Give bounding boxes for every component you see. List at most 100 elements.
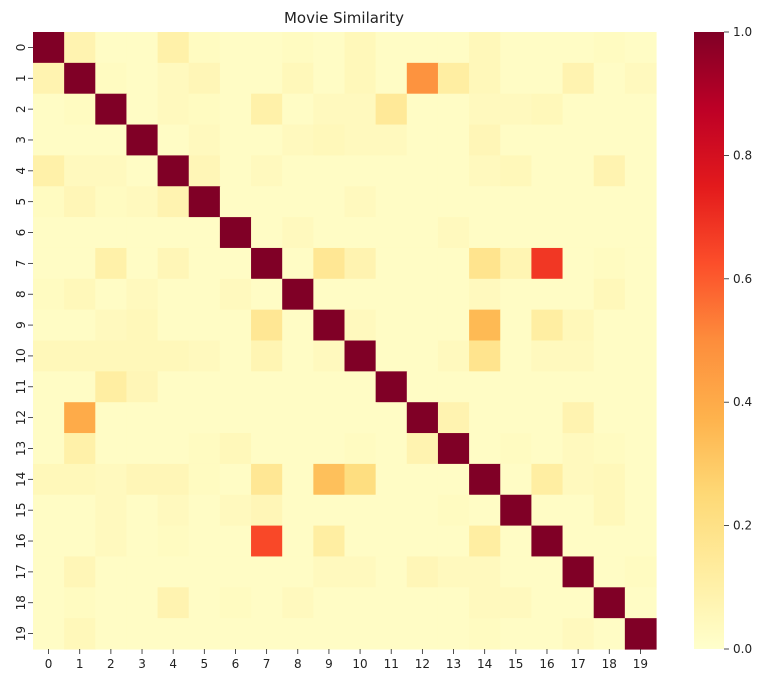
heatmap-cell xyxy=(126,556,159,588)
heatmap-cell xyxy=(251,340,283,372)
heatmap-cell xyxy=(531,62,564,95)
heatmap-cell xyxy=(344,247,377,280)
x-tick-label: 1 xyxy=(76,657,84,671)
heatmap-cell xyxy=(188,494,221,527)
heatmap-cell xyxy=(624,525,657,558)
heatmap-cell xyxy=(64,402,96,434)
heatmap-cell xyxy=(251,32,283,64)
heatmap-cell xyxy=(469,340,501,372)
y-tick-label: 1 xyxy=(14,74,28,82)
heatmap-cell xyxy=(188,217,221,249)
heatmap-cell xyxy=(95,124,128,156)
heatmap-cell xyxy=(593,371,626,403)
heatmap-cell xyxy=(282,186,314,218)
heatmap-cell xyxy=(126,278,159,311)
heatmap-cell xyxy=(157,309,190,342)
heatmap-cell xyxy=(624,433,657,465)
heatmap-cell xyxy=(593,618,626,650)
heatmap-cell xyxy=(437,217,470,249)
heatmap-cell xyxy=(562,247,595,280)
heatmap-cell xyxy=(95,463,128,496)
heatmap-cell xyxy=(219,32,252,64)
y-tick-label: 5 xyxy=(14,198,28,206)
heatmap-cell xyxy=(282,247,314,280)
heatmap-cell xyxy=(437,186,470,218)
heatmap-cell xyxy=(469,93,501,126)
heatmap-cell xyxy=(624,186,657,218)
heatmap-cell xyxy=(437,124,470,156)
heatmap-cell xyxy=(469,217,501,249)
heatmap-cell xyxy=(469,433,501,465)
heatmap-cell xyxy=(562,494,595,527)
heatmap-cell xyxy=(33,525,65,558)
heatmap-cell xyxy=(219,309,252,342)
heatmap-cell xyxy=(157,433,190,465)
y-tick-label: 9 xyxy=(14,321,28,329)
heatmap-cell xyxy=(624,155,657,187)
heatmap-cell xyxy=(624,340,657,372)
heatmap-cell xyxy=(406,278,439,311)
heatmap-cell xyxy=(624,587,657,619)
heatmap-cell xyxy=(406,618,439,650)
heatmap-cell xyxy=(126,587,159,619)
heatmap-cell xyxy=(437,618,470,650)
heatmap-cell xyxy=(406,463,439,496)
heatmap-cell xyxy=(282,463,314,496)
heatmap-cell xyxy=(188,155,221,187)
y-tick-label: 14 xyxy=(14,472,28,487)
heatmap-cells xyxy=(33,32,657,650)
heatmap-cell xyxy=(562,93,595,126)
heatmap-cell xyxy=(64,278,96,311)
heatmap-cell xyxy=(344,124,377,156)
heatmap-cell xyxy=(219,217,252,249)
heatmap-cell xyxy=(219,556,252,588)
heatmap-cell xyxy=(500,371,532,403)
y-tick-label: 8 xyxy=(14,290,28,298)
heatmap-cell xyxy=(313,217,346,249)
heatmap-cell xyxy=(251,278,283,311)
heatmap-cell xyxy=(500,463,532,496)
heatmap-cell xyxy=(531,340,564,372)
heatmap-cell xyxy=(219,371,252,403)
heatmap-cell xyxy=(313,618,346,650)
x-tick-label: 6 xyxy=(232,657,240,671)
heatmap-cell xyxy=(593,247,626,280)
heatmap-cell xyxy=(313,371,346,403)
y-tick-label: 6 xyxy=(14,229,28,237)
heatmap-cell xyxy=(157,155,190,187)
heatmap-cell xyxy=(500,340,532,372)
heatmap-cell xyxy=(313,402,346,434)
heatmap-cell xyxy=(562,278,595,311)
heatmap-cell xyxy=(64,309,96,342)
heatmap-cell xyxy=(624,371,657,403)
heatmap-cell xyxy=(251,62,283,95)
heatmap-cell xyxy=(64,186,96,218)
heatmap-cell xyxy=(219,463,252,496)
heatmap-cell xyxy=(64,62,96,95)
heatmap-cell xyxy=(437,371,470,403)
heatmap-cell xyxy=(531,618,564,650)
heatmap-cell xyxy=(282,525,314,558)
heatmap-cell xyxy=(251,587,283,619)
heatmap-cell xyxy=(406,32,439,64)
heatmap-cell xyxy=(282,433,314,465)
heatmap-cell xyxy=(593,217,626,249)
heatmap-cell xyxy=(375,309,408,342)
heatmap-cell xyxy=(313,340,346,372)
heatmap-cell xyxy=(593,124,626,156)
heatmap-cell xyxy=(406,93,439,126)
heatmap-cell xyxy=(95,309,128,342)
x-tick-label: 14 xyxy=(477,657,492,671)
heatmap-cell xyxy=(157,278,190,311)
heatmap-cell xyxy=(531,525,564,558)
heatmap-cell xyxy=(344,402,377,434)
heatmap-cell xyxy=(33,340,65,372)
heatmap-cell xyxy=(313,556,346,588)
heatmap-cell xyxy=(188,587,221,619)
heatmap-cell xyxy=(157,525,190,558)
heatmap-cell xyxy=(344,155,377,187)
y-tick-label: 15 xyxy=(14,503,28,518)
heatmap-cell xyxy=(64,463,96,496)
heatmap-cell xyxy=(406,494,439,527)
heatmap-cell xyxy=(344,278,377,311)
